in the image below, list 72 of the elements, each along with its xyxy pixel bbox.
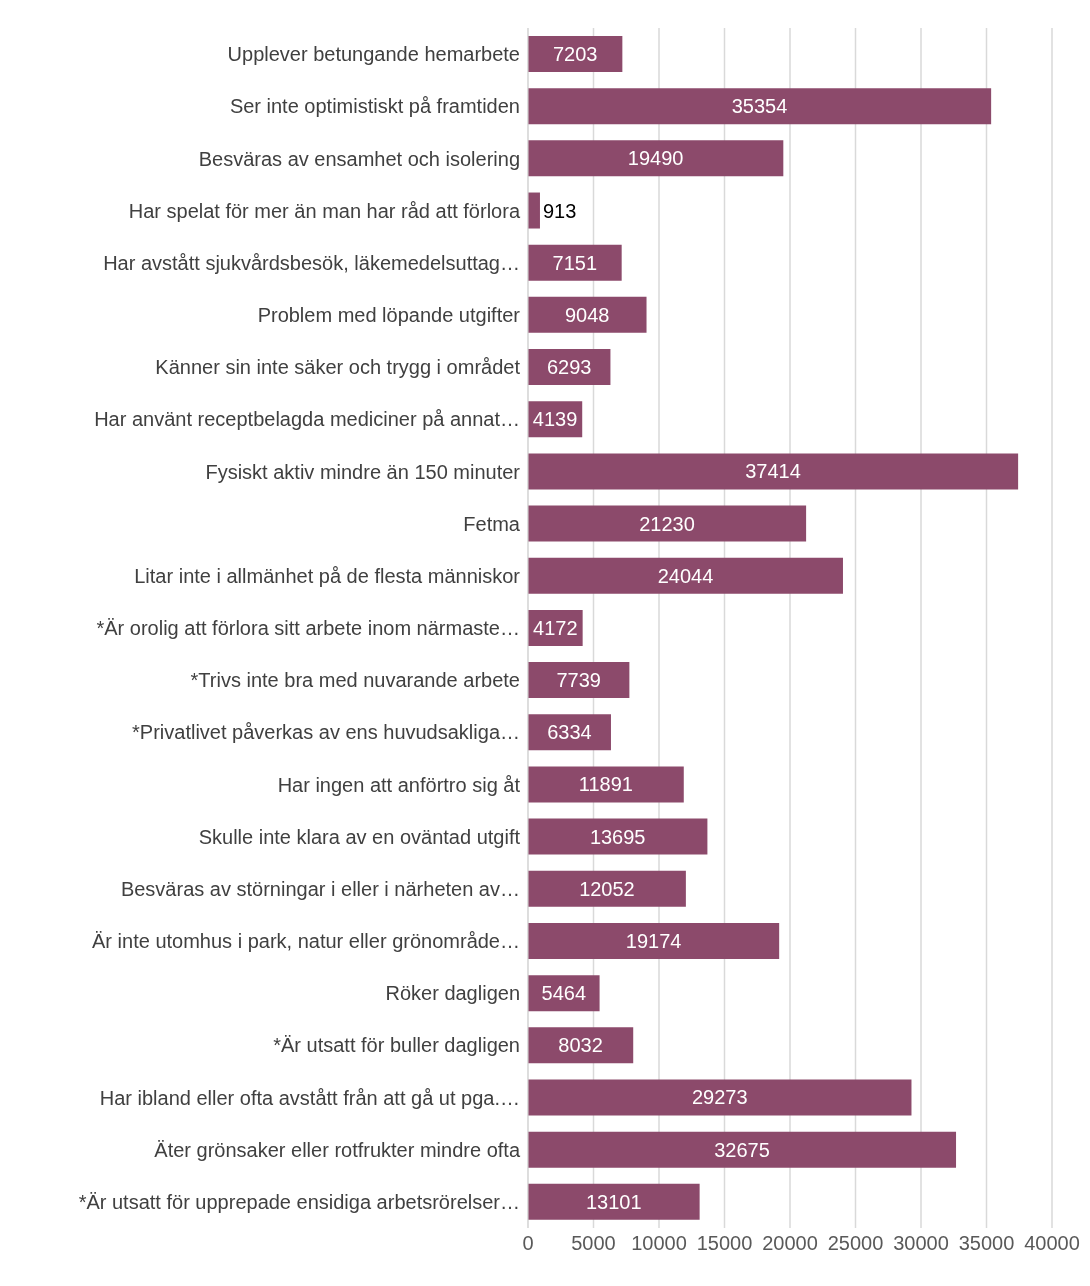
bar: [528, 1131, 957, 1168]
x-tick-label: 20000: [762, 1232, 818, 1255]
data-label: 35354: [731, 95, 788, 118]
bar: [528, 244, 622, 281]
bar: [528, 140, 784, 177]
bar: [528, 1183, 700, 1220]
data-label: 13101: [586, 1190, 642, 1213]
bar: [528, 296, 647, 333]
x-tick-label: 5000: [571, 1232, 616, 1255]
y-tick-label: Ser inte optimistiskt på framtiden: [229, 95, 520, 118]
y-tick-label: Har spelat för mer än man har råd att förlora: [128, 199, 521, 222]
bar: [528, 922, 780, 959]
data-label: 4172: [533, 616, 578, 639]
x-tick-label: 35000: [958, 1232, 1015, 1255]
data-label: 13695: [589, 825, 646, 848]
bar: [528, 36, 623, 72]
bar: [528, 557, 843, 594]
data-label: 6334: [547, 721, 592, 744]
data-label: 5464: [541, 982, 587, 1005]
x-tick-label: 25000: [827, 1232, 884, 1255]
bar: [528, 192, 540, 229]
bar: [528, 505, 807, 542]
y-tick-label: Fetma: [463, 512, 521, 535]
data-label: 7203: [552, 43, 598, 65]
data-label: 24044: [657, 564, 714, 587]
x-tick-label: 40000: [1024, 1232, 1080, 1255]
data-label: 7151: [552, 251, 598, 274]
y-tick-label: Har ibland eller ofta avstått från att gå ut pga.…: [99, 1086, 520, 1109]
y-tick-label: Fysiskt aktiv mindre än 150 minuter: [205, 460, 521, 483]
y-tick-label: Är inte utomhus i park, natur eller grönområde…: [92, 930, 520, 953]
data-label: 19174: [625, 929, 682, 952]
y-tick-label: *Är utsatt för buller dagligen: [273, 1034, 520, 1057]
data-label: 12052: [579, 877, 635, 900]
x-tick-label: 15000: [696, 1232, 753, 1255]
y-tick-label: *Trivs inte bra med nuvarande arbete: [190, 669, 520, 692]
y-tick-label: Känner sin inte säker och trygg i området: [155, 356, 521, 379]
y-tick-label: Har avstått sjukvårdsbesök, läkemedelsuttag…: [103, 251, 520, 274]
bar: [528, 453, 1019, 490]
data-label: 19490: [627, 147, 684, 170]
y-tick-label: Upplever betungande hemarbete: [227, 43, 520, 66]
y-tick-label: Har ingen att anförtro sig åt: [277, 773, 521, 796]
data-label: 7739: [556, 669, 601, 692]
y-tick-label: Besväras av ensamhet och isolering: [198, 147, 520, 170]
y-tick-label: *Är orolig att förlora sitt arbete inom närmaste…: [96, 617, 520, 640]
bar: [528, 1079, 912, 1116]
bar: [528, 766, 684, 803]
data-label: 29273: [691, 1086, 748, 1109]
data-label: 9048: [565, 303, 610, 326]
data-label: 4139: [532, 408, 578, 431]
y-tick-label: Äter grönsaker eller rotfrukter mindre ofta: [154, 1138, 521, 1161]
y-tick-label: Har använt receptbelagda mediciner på annat…: [94, 408, 520, 431]
bar: [528, 88, 992, 125]
bar: [528, 662, 630, 699]
data-label: 8032: [558, 1034, 603, 1057]
data-label: 32675: [714, 1138, 770, 1161]
data-label: 37414: [745, 460, 801, 483]
data-label: 11891: [578, 773, 633, 796]
bar: [528, 870, 686, 907]
data-label: 21230: [639, 512, 695, 535]
y-tick-label: *Är utsatt för upprepade ensidiga arbetsrörelser…: [78, 1191, 520, 1214]
x-tick-label: 30000: [893, 1232, 949, 1255]
data-label: 913: [542, 199, 577, 222]
y-tick-label: *Privatlivet påverkas av ens huvudsakliga…: [132, 721, 520, 744]
y-tick-label: Skulle inte klara av en oväntad utgift: [198, 825, 521, 848]
x-tick-label: 10000: [631, 1232, 687, 1255]
bar: [528, 818, 708, 855]
y-tick-label: Problem med löpande utgifter: [257, 304, 521, 327]
y-tick-label: Besväras av störningar i eller i närheten av…: [120, 877, 520, 900]
y-tick-label: Röker dagligen: [385, 982, 520, 1005]
x-tick-label: 0: [522, 1232, 534, 1255]
data-label: 6293: [546, 356, 592, 379]
y-tick-label: Litar inte i allmänhet på de flesta människor: [134, 564, 521, 587]
